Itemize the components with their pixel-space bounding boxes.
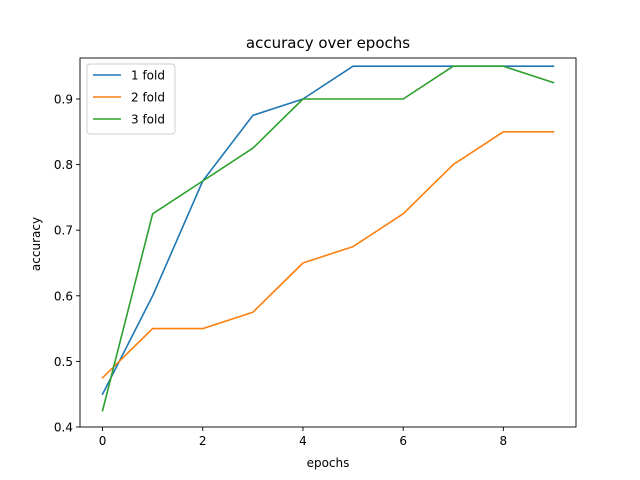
legend-label-1-fold: 1 fold <box>131 69 165 83</box>
legend-box <box>86 63 176 135</box>
y-axis-label: accuracy <box>29 217 43 271</box>
y-tick-label: 0.5 <box>54 355 73 369</box>
y-tick-label: 0.8 <box>54 158 73 172</box>
series-line-2-fold <box>101 131 555 379</box>
y-tick-label: 0.6 <box>54 289 73 303</box>
y-tick-label: 0.9 <box>54 93 73 107</box>
y-tick-label: 0.7 <box>54 224 73 238</box>
legend-label-3-fold: 3 fold <box>131 113 165 127</box>
x-axis-label: epochs <box>307 456 350 470</box>
legend-label-2-fold: 2 fold <box>131 91 165 105</box>
chart-title: accuracy over epochs <box>246 34 410 52</box>
x-tick-label: 0 <box>99 434 107 448</box>
x-tick-label: 6 <box>399 434 407 448</box>
axes-frame <box>79 57 577 428</box>
y-tick-label: 0.4 <box>54 421 73 435</box>
series-line-3-fold <box>101 65 555 412</box>
plot-area: 0 2 4 6 8 0.4 0.5 0.6 0.7 0.8 0.9 <box>54 57 577 448</box>
legend: 1 fold 2 fold 3 fold <box>86 63 176 135</box>
x-tick-label: 4 <box>299 434 307 448</box>
x-tick-label: 2 <box>199 434 207 448</box>
x-tick-label: 8 <box>500 434 508 448</box>
